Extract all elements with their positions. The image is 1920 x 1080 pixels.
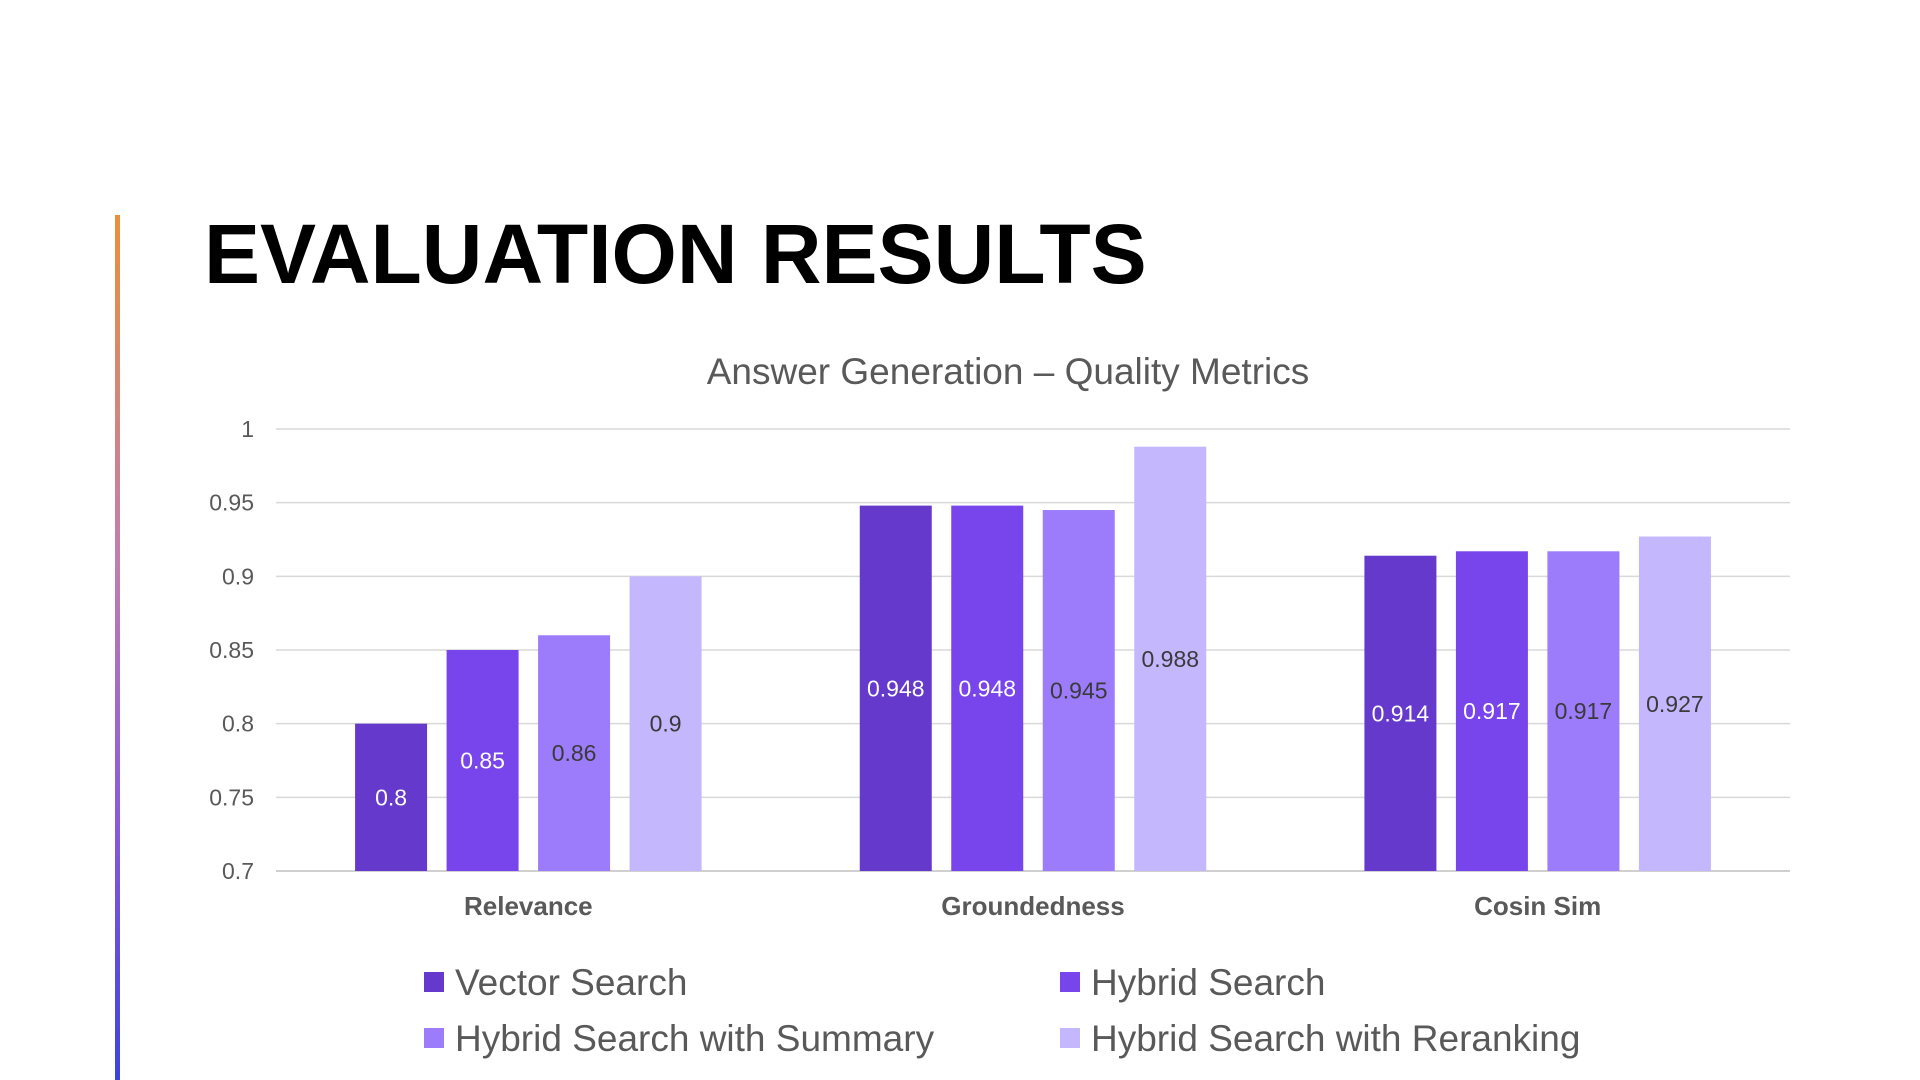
- y-axis-ticks: 0.7 0.75 0.8 0.85 0.9 0.95 1: [209, 416, 254, 884]
- x-tick-label: Relevance: [464, 891, 593, 921]
- legend-swatch: [424, 1028, 444, 1048]
- data-label: 0.927: [1646, 691, 1704, 717]
- data-label: 0.8: [375, 784, 407, 810]
- legend-swatch: [1060, 1028, 1080, 1048]
- data-label: 0.917: [1463, 698, 1521, 724]
- bar: [1042, 510, 1115, 871]
- bar: [1364, 555, 1437, 871]
- legend-label: Hybrid Search with Summary: [455, 1018, 935, 1059]
- y-tick-label: 0.95: [209, 490, 254, 516]
- slide-title: EVALUATION RESULTS: [204, 207, 1147, 301]
- legend: Vector Search Hybrid Search Hybrid Search …: [424, 962, 1580, 1059]
- bar: [355, 723, 428, 871]
- data-label: 0.948: [867, 675, 925, 701]
- bar: [1455, 551, 1528, 871]
- y-tick-label: 1: [241, 416, 254, 442]
- bar: [1638, 536, 1711, 871]
- data-label: 0.988: [1141, 646, 1199, 672]
- bar: [446, 650, 519, 871]
- bar: [951, 505, 1024, 871]
- legend-label: Hybrid Search with Reranking: [1091, 1018, 1580, 1059]
- data-label: 0.914: [1372, 700, 1430, 726]
- legend-label: Hybrid Search: [1091, 962, 1325, 1003]
- y-tick-label: 0.85: [209, 637, 254, 663]
- data-label: 0.86: [552, 740, 597, 766]
- bar: [629, 576, 702, 871]
- y-tick-label: 0.8: [222, 711, 254, 737]
- bar: [538, 635, 611, 871]
- legend-swatch: [424, 972, 444, 992]
- y-tick-label: 0.75: [209, 784, 254, 810]
- bars: [355, 446, 1711, 871]
- bar: [1547, 551, 1620, 871]
- accent-bar: [115, 215, 120, 1080]
- legend-swatch: [1060, 972, 1080, 992]
- data-label: 0.9: [650, 711, 682, 737]
- chart-title: Answer Generation – Quality Metrics: [707, 351, 1310, 392]
- gridlines: [276, 428, 1790, 872]
- data-label: 0.85: [460, 748, 505, 774]
- data-label: 0.917: [1555, 698, 1613, 724]
- data-label: 0.948: [958, 675, 1016, 701]
- data-labels: 0.8 0.85 0.86 0.9 0.948 0.948 0.945 0.988 0.914 0…: [375, 646, 1704, 810]
- y-tick-label: 0.7: [222, 858, 254, 884]
- x-tick-label: Cosin Sim: [1474, 891, 1601, 921]
- x-axis-ticks: Relevance Groundedness Cosin Sim: [464, 891, 1601, 921]
- bar: [1134, 446, 1207, 871]
- legend-label: Vector Search: [455, 962, 687, 1003]
- y-tick-label: 0.9: [222, 563, 254, 589]
- x-tick-label: Groundedness: [941, 891, 1124, 921]
- data-label: 0.945: [1050, 678, 1108, 704]
- bar: [859, 505, 932, 871]
